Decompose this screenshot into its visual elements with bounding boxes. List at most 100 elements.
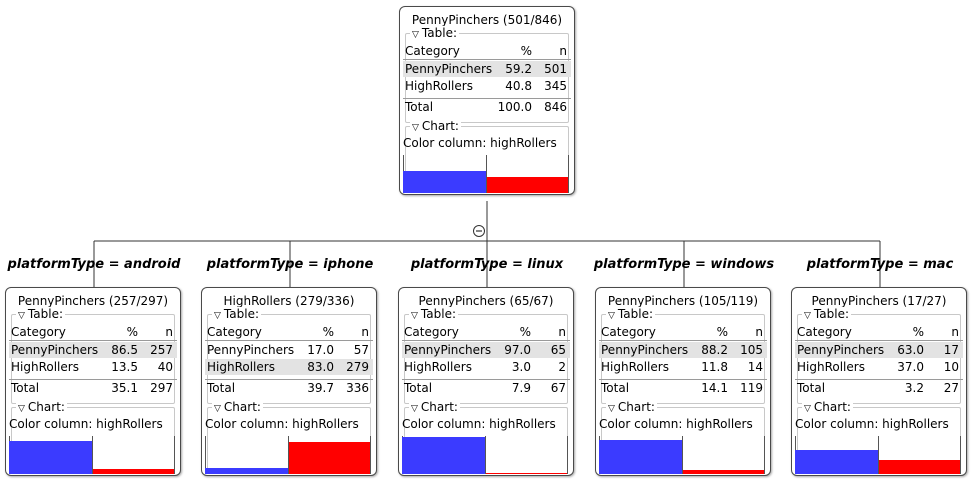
row-category: PennyPinchers	[404, 343, 492, 357]
row-pct: 86.5	[111, 343, 138, 357]
col-pct: %	[716, 325, 728, 339]
total-pct: 35.1	[111, 381, 138, 395]
class-distribution-bars	[403, 155, 571, 193]
row-n: 10	[943, 360, 959, 374]
chart-section: ▽ Chart: Color column: highRollers	[599, 400, 765, 474]
bar-frame-right	[174, 436, 175, 474]
table-total-row: Total 35.1 297	[9, 379, 177, 396]
total-n: 67	[550, 381, 566, 395]
table-header: Category% n	[599, 324, 767, 341]
bar-highrollers	[485, 473, 568, 474]
table-row: HighRollers 11.8 14	[599, 359, 767, 375]
table-toggle[interactable]: ▽ Table:	[410, 26, 459, 42]
bar-frame-mid	[92, 436, 93, 474]
chart-label: Chart:	[813, 400, 851, 414]
total-pct: 7.9	[511, 381, 531, 395]
row-n: 17	[943, 343, 959, 357]
node-root[interactable]: PennyPinchers (501/846) ▽ Table: Category…	[399, 6, 575, 195]
node-title: PennyPinchers (105/119)	[607, 294, 759, 308]
col-n: n	[558, 325, 566, 339]
row-pct: 40.8	[505, 79, 532, 93]
chart-section: ▽ Chart: Color column: highRollers	[205, 400, 371, 474]
node-title: PennyPinchers (501/846)	[411, 13, 563, 27]
table-toggle[interactable]: ▽ Table:	[409, 307, 458, 323]
table-toggle[interactable]: ▽ Table:	[212, 307, 261, 323]
node-linux[interactable]: PennyPinchers (65/67) ▽ Table: Category% n…	[398, 287, 574, 476]
color-column-label: Color column: highRollers	[9, 417, 163, 431]
bar-pennypinchers	[795, 450, 878, 474]
bar-pennypinchers	[599, 440, 682, 474]
bar-frame-mid	[682, 436, 683, 474]
row-pct: 97.0	[504, 343, 531, 357]
triangle-down-icon: ▽	[411, 311, 418, 321]
table-row: PennyPinchers 97.0 65	[402, 342, 570, 358]
split-label-mac: platformType = mac	[806, 257, 954, 272]
chart-section: ▽ Chart: Color column: highRollers	[795, 400, 963, 474]
table-toggle[interactable]: ▽ Table:	[16, 307, 65, 323]
bar-pennypinchers	[403, 171, 486, 193]
row-n: 2	[558, 360, 566, 374]
chart-label: Chart:	[223, 400, 261, 414]
collapse-toggle[interactable]	[473, 225, 485, 237]
triangle-down-icon: ▽	[412, 30, 419, 40]
bar-frame-right	[568, 155, 569, 193]
node-android[interactable]: PennyPinchers (257/297) ▽ Table: Category…	[5, 287, 181, 476]
table-label: Table:	[813, 307, 849, 321]
table-row: PennyPinchers 63.0 17	[795, 342, 963, 358]
row-category: PennyPinchers	[207, 343, 295, 357]
row-pct: 63.0	[897, 343, 924, 357]
bar-highrollers	[682, 470, 765, 474]
node-windows[interactable]: PennyPinchers (105/119) ▽ Table: Category…	[595, 287, 771, 476]
table-toggle[interactable]: ▽ Table:	[802, 307, 851, 323]
color-column-label: Color column: highRollers	[795, 417, 949, 431]
triangle-down-icon: ▽	[608, 311, 615, 321]
table-header: Category% n	[402, 324, 570, 341]
chart-toggle[interactable]: ▽ Chart:	[410, 119, 461, 135]
node-iphone[interactable]: HighRollers (279/336) ▽ Table: Category% n…	[201, 287, 377, 476]
node-mac[interactable]: PennyPinchers (17/27) ▽ Table: Category% n…	[791, 287, 967, 476]
chart-label: Chart:	[617, 400, 655, 414]
triangle-down-icon: ▽	[411, 404, 418, 414]
chart-toggle[interactable]: ▽ Chart:	[212, 400, 263, 416]
table-total-row: Total 7.9 67	[402, 379, 570, 396]
chart-section: ▽ Chart: Color column: highRollers	[403, 119, 571, 193]
row-category: HighRollers	[404, 360, 472, 374]
color-column-label: Color column: highRollers	[403, 136, 557, 150]
color-column-label: Color column: highRollers	[599, 417, 753, 431]
chart-toggle[interactable]: ▽ Chart:	[409, 400, 460, 416]
node-title: HighRollers (279/336)	[223, 294, 355, 308]
total-pct: 14.1	[701, 381, 728, 395]
total-pct: 39.7	[307, 381, 334, 395]
table-toggle[interactable]: ▽ Table:	[606, 307, 655, 323]
total-pct: 3.2	[904, 381, 924, 395]
chart-toggle[interactable]: ▽ Chart:	[606, 400, 657, 416]
row-n: 345	[544, 79, 567, 93]
chart-section: ▽ Chart: Color column: highRollers	[402, 400, 568, 474]
bar-frame-mid	[486, 155, 487, 193]
table-label: Table:	[421, 26, 457, 40]
bar-highrollers	[288, 442, 371, 474]
col-pct: %	[322, 325, 334, 339]
bar-frame-right	[370, 436, 371, 474]
total-label: Total	[601, 381, 630, 395]
col-category: Category	[207, 325, 262, 339]
row-pct: 13.5	[111, 360, 138, 374]
row-n: 105	[740, 343, 763, 357]
table-section: ▽ Table: Category% n PennyPinchers 86.5 257 …	[9, 307, 177, 404]
table-row: HighRollers 40.8 345	[403, 78, 571, 94]
total-label: Total	[11, 381, 40, 395]
col-category: Category	[404, 325, 459, 339]
row-pct: 17.0	[307, 343, 334, 357]
col-n: n	[755, 325, 763, 339]
class-distribution-bars	[795, 436, 963, 474]
bar-pennypinchers	[205, 468, 288, 474]
col-category: Category	[601, 325, 656, 339]
col-n: n	[951, 325, 959, 339]
chart-toggle[interactable]: ▽ Chart:	[802, 400, 853, 416]
table-section: ▽ Table: Category% n PennyPinchers 63.0 17 H…	[795, 307, 963, 404]
table-header: Category% n	[205, 324, 373, 341]
node-title: PennyPinchers (257/297)	[17, 294, 169, 308]
table-total-row: Total 14.1 119	[599, 379, 767, 396]
chart-toggle[interactable]: ▽ Chart:	[16, 400, 67, 416]
table-row: HighRollers 3.0 2	[402, 359, 570, 375]
